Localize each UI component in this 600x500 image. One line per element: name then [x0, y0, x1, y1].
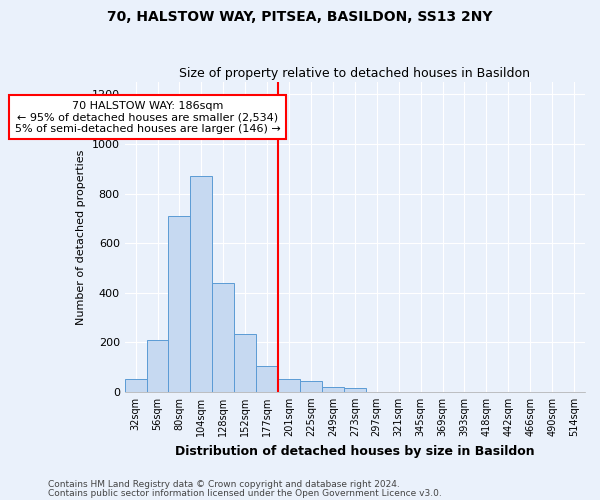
- Bar: [344, 388, 366, 392]
- Text: 70, HALSTOW WAY, PITSEA, BASILDON, SS13 2NY: 70, HALSTOW WAY, PITSEA, BASILDON, SS13 …: [107, 10, 493, 24]
- Bar: [256, 366, 278, 392]
- Bar: [322, 387, 344, 392]
- Bar: [278, 380, 300, 392]
- X-axis label: Distribution of detached houses by size in Basildon: Distribution of detached houses by size …: [175, 444, 535, 458]
- Y-axis label: Number of detached properties: Number of detached properties: [76, 149, 86, 324]
- Bar: [300, 380, 322, 392]
- Text: 70 HALSTOW WAY: 186sqm
← 95% of detached houses are smaller (2,534)
5% of semi-d: 70 HALSTOW WAY: 186sqm ← 95% of detached…: [15, 100, 281, 134]
- Title: Size of property relative to detached houses in Basildon: Size of property relative to detached ho…: [179, 66, 530, 80]
- Text: Contains HM Land Registry data © Crown copyright and database right 2024.: Contains HM Land Registry data © Crown c…: [48, 480, 400, 489]
- Bar: [169, 216, 190, 392]
- Text: Contains public sector information licensed under the Open Government Licence v3: Contains public sector information licen…: [48, 489, 442, 498]
- Bar: [190, 176, 212, 392]
- Bar: [125, 380, 146, 392]
- Bar: [212, 283, 234, 392]
- Bar: [146, 340, 169, 392]
- Bar: [234, 334, 256, 392]
